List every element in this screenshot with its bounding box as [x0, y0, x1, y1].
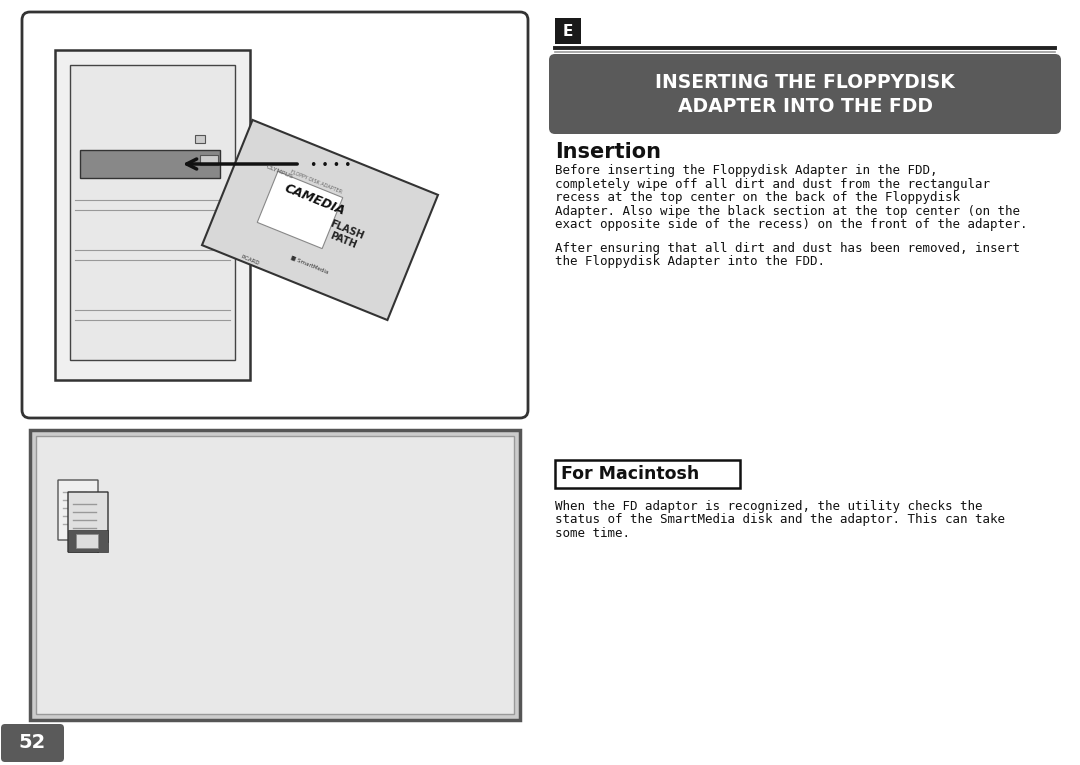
Text: ADAPTER INTO THE FDD: ADAPTER INTO THE FDD [677, 96, 932, 116]
Text: CAMEDIA: CAMEDIA [283, 182, 348, 218]
Bar [195, 135, 205, 143]
Text: After ensuring that all dirt and dust has been removed, insert: After ensuring that all dirt and dust ha… [555, 242, 1020, 255]
Bar [70, 65, 235, 360]
Text: completely wipe off all dirt and dust from the rectangular: completely wipe off all dirt and dust fr… [555, 177, 990, 190]
Text: Adapter. Also wipe the black section at the top center (on the: Adapter. Also wipe the black section at … [555, 204, 1020, 217]
Bar [55, 50, 249, 380]
Text: exact opposite side of the recess) on the front of the adapter.: exact opposite side of the recess) on th… [555, 218, 1027, 231]
FancyBboxPatch shape [549, 54, 1061, 134]
Polygon shape [68, 492, 108, 552]
Text: FLASH
PATH: FLASH PATH [324, 218, 365, 252]
Bar [30, 430, 519, 720]
Bar [80, 150, 220, 178]
FancyBboxPatch shape [22, 12, 528, 418]
Text: E: E [563, 24, 573, 38]
Polygon shape [202, 120, 438, 320]
Bar [68, 530, 108, 552]
Text: FLOPPY DISK ADAPTER: FLOPPY DISK ADAPTER [291, 169, 343, 194]
FancyBboxPatch shape [1, 724, 64, 762]
Bar [200, 155, 218, 165]
Polygon shape [257, 171, 342, 249]
Text: 52: 52 [18, 734, 46, 753]
Text: some time.: some time. [555, 527, 630, 540]
Text: ■ SmartMedia: ■ SmartMedia [291, 255, 329, 275]
Bar [555, 460, 740, 488]
Bar [555, 18, 581, 44]
Text: Insertion: Insertion [555, 142, 661, 162]
Bar [36, 436, 514, 714]
Text: When the FD adaptor is recognized, the utility checks the: When the FD adaptor is recognized, the u… [555, 500, 983, 513]
Text: Communicating to: Communicating to [120, 490, 281, 508]
Text: FlashPath...: FlashPath... [120, 520, 220, 538]
Text: status of the SmartMedia disk and the adaptor. This can take: status of the SmartMedia disk and the ad… [555, 513, 1005, 526]
Text: P.CARD: P.CARD [240, 254, 260, 266]
Text: recess at the top center on the back of the Floppydisk: recess at the top center on the back of … [555, 191, 960, 204]
Polygon shape [58, 480, 98, 540]
Text: the Floppydisk Adapter into the FDD.: the Floppydisk Adapter into the FDD. [555, 255, 825, 268]
Text: OLYMPUS: OLYMPUS [265, 164, 294, 180]
Text: Before inserting the Floppydisk Adapter in the FDD,: Before inserting the Floppydisk Adapter … [555, 164, 937, 177]
Bar [76, 534, 98, 548]
Text: INSERTING THE FLOPPYDISK: INSERTING THE FLOPPYDISK [656, 73, 955, 92]
Text: For Macintosh: For Macintosh [561, 465, 699, 483]
Text: Wait a moment, please...: Wait a moment, please... [120, 550, 338, 568]
Text: • • • •: • • • • [310, 159, 351, 172]
